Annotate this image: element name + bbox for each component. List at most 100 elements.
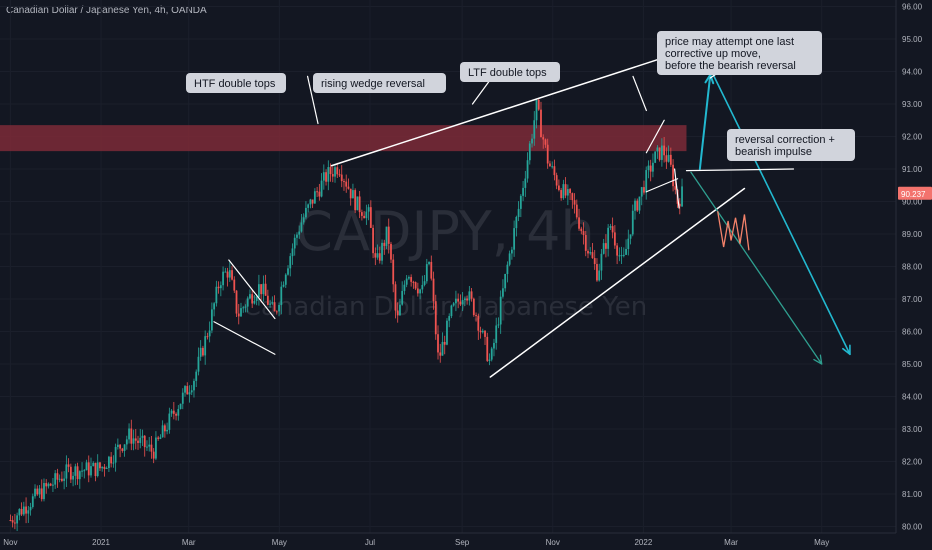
candle-body (510, 249, 513, 254)
candle-body (186, 386, 189, 395)
time-axis[interactable]: Nov 2021 Mar May Jul Sep Nov 2022 Mar May (0, 532, 896, 547)
candle-body (110, 456, 113, 464)
candle-body (94, 462, 97, 477)
candle-body (284, 274, 287, 285)
candle-body (542, 137, 545, 140)
candle-body (349, 188, 352, 199)
candle-body (573, 200, 576, 205)
candle-body (114, 446, 117, 463)
candle-body (634, 200, 636, 211)
candle-body (587, 250, 589, 254)
candle-body (672, 164, 674, 187)
candle-body (658, 147, 661, 160)
callout-htf-double-tops[interactable]: HTF double tops (186, 73, 286, 93)
candle-body (296, 234, 298, 238)
candle-body (432, 278, 435, 302)
callout-rising-wedge-text: rising wedge reversal (321, 78, 425, 90)
candle-body (374, 253, 377, 258)
time-tick-label: May (814, 538, 829, 547)
callout-ltf-double-tops-text: LTF double tops (468, 67, 547, 79)
candle-body (112, 462, 115, 464)
candle-body (305, 207, 307, 218)
price-axis[interactable]: 96.00 95.00 94.00 93.00 92.00 91.00 90.00 89.00… (895, 0, 932, 550)
candle-body (589, 252, 592, 254)
candle-body (31, 496, 34, 508)
candle-body (224, 271, 227, 273)
flag-lower-line (213, 321, 276, 355)
candle-body (197, 356, 200, 372)
candle-body (423, 281, 426, 285)
candle-body (463, 298, 466, 300)
candle-body (40, 488, 43, 500)
candle-body (591, 252, 594, 259)
candle-body (376, 253, 379, 258)
candle-body (652, 162, 654, 172)
candle-body (309, 199, 312, 205)
price-tick-label: 82.00 (902, 458, 923, 467)
callout-rising-wedge[interactable]: rising wedge reversal (313, 73, 446, 93)
candle-body (340, 174, 343, 182)
time-tick-label: Nov (546, 538, 560, 547)
candle-body (298, 231, 301, 235)
pointer-ltf (632, 75, 647, 112)
candle-body (16, 515, 19, 524)
candle-body (399, 304, 401, 316)
candle-body (497, 324, 500, 326)
candle-body (11, 520, 14, 523)
candle-body (522, 187, 524, 196)
candle-body (425, 264, 428, 282)
candle-body (477, 315, 480, 331)
candle-body (116, 444, 119, 447)
candle-body (125, 439, 128, 445)
candle-body (443, 341, 446, 345)
candle-body (631, 210, 634, 235)
candle-body (20, 508, 23, 515)
candle-body (85, 462, 88, 471)
candle-body (367, 207, 370, 212)
candle-body (481, 330, 484, 333)
callout-reversal-correction-text: bearish impulse (735, 146, 812, 158)
candle-body (90, 466, 92, 476)
candle-body (188, 392, 191, 395)
candle-body (627, 238, 630, 249)
candle-body (663, 145, 666, 156)
candle-body (419, 289, 421, 294)
candle-body (356, 196, 359, 211)
candle-body (354, 190, 357, 211)
candle-body (137, 440, 139, 443)
watermark-ticker: CADJPY, 4h (295, 200, 594, 263)
price-tick-label: 81.00 (902, 490, 923, 499)
price-tick-label: 91.00 (902, 165, 923, 174)
candle-body (302, 217, 305, 223)
price-tick-label: 95.00 (902, 35, 923, 44)
candle-body (338, 174, 341, 176)
candle-body (439, 352, 442, 356)
candle-body (260, 284, 263, 295)
candle-body (390, 243, 392, 260)
candle-body (237, 313, 240, 317)
candle-body (172, 410, 175, 414)
candle-body (416, 288, 419, 294)
candle-body (49, 483, 52, 486)
candle-body (316, 191, 319, 193)
callout-reversal-correction[interactable]: reversal correction +bearish impulse (727, 129, 855, 161)
callout-ltf-double-tops[interactable]: LTF double tops (460, 62, 560, 82)
candle-body (557, 185, 560, 191)
candle-body (13, 522, 16, 524)
callouts[interactable]: HTF double tops rising wedge reversal LTF … (186, 31, 855, 161)
candle-body (327, 167, 330, 182)
candle-body (43, 483, 45, 500)
candle-body (52, 484, 54, 486)
price-tick-label: 84.00 (902, 393, 923, 402)
candle-body (537, 99, 540, 110)
candle-body (253, 301, 256, 304)
candle-body (347, 186, 350, 189)
candle-body (231, 270, 233, 280)
bearish-arrow-secondary-head (813, 354, 823, 365)
current-price-tag-bg (898, 186, 932, 200)
candle-body (163, 425, 166, 432)
resistance-zone[interactable] (0, 125, 687, 152)
candle-body (54, 473, 57, 485)
